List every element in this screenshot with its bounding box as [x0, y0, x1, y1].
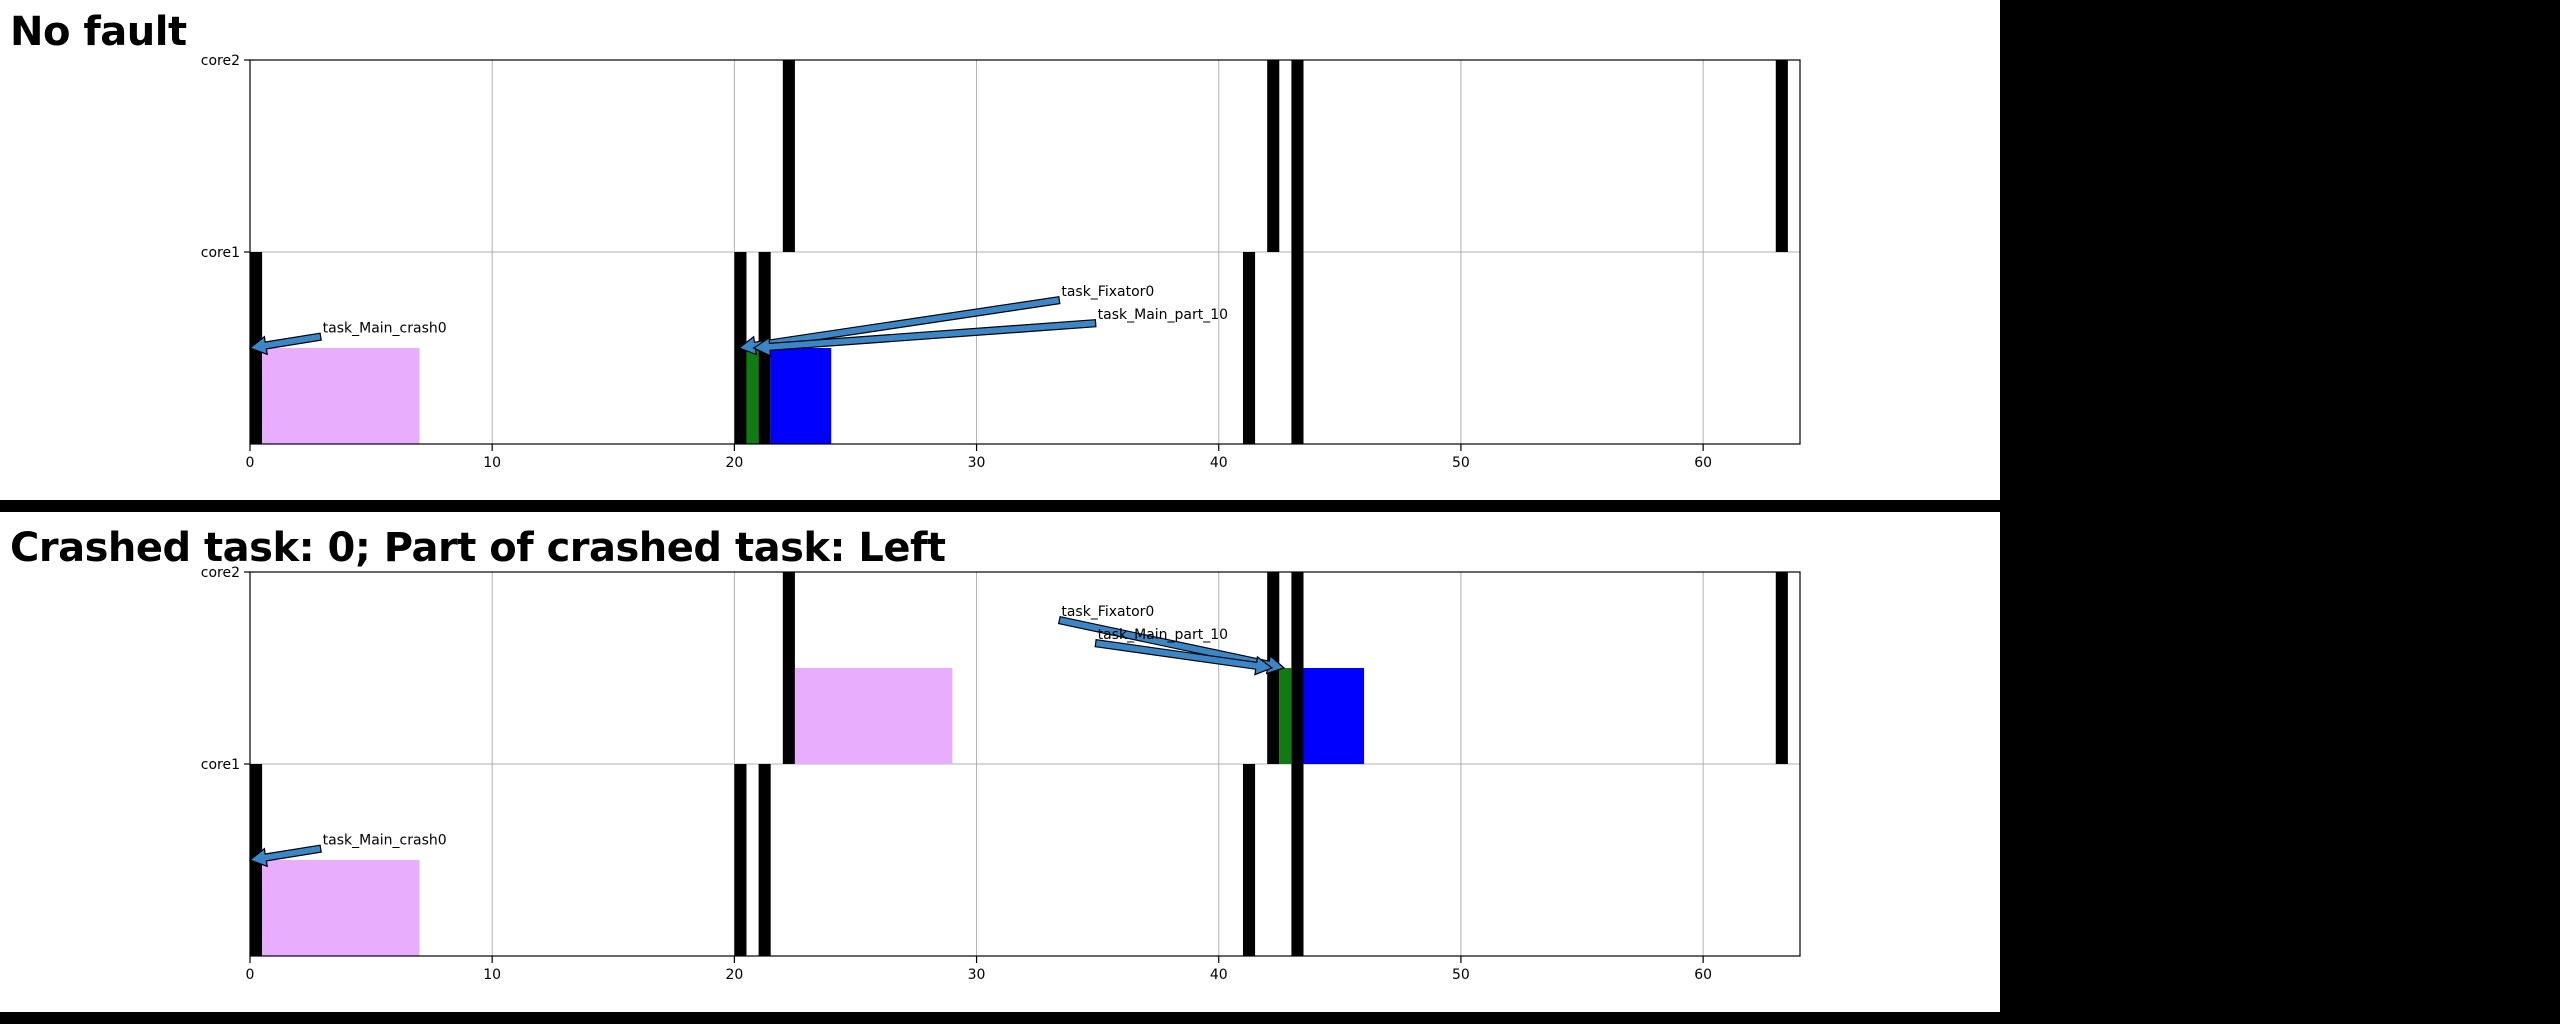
- x-tick-label: 0: [246, 455, 255, 471]
- chart-title: Crashed task: 0; Part of crashed task: L…: [10, 525, 946, 571]
- chart-title: No fault: [10, 9, 187, 55]
- task-bar: [746, 348, 759, 444]
- x-tick-label: 40: [1210, 455, 1228, 471]
- annotation-label: task_Main_part_10: [1098, 627, 1228, 643]
- annotation-label: task_Main_part_10: [1098, 307, 1228, 323]
- task-bar: [1242, 764, 1256, 956]
- x-tick-label: 60: [1694, 455, 1712, 471]
- task-bar: [782, 572, 795, 764]
- annotation-arrow: [737, 296, 1061, 356]
- gantt-plot: 0 10 20 30 40 50 60 core1 core2 task_Main_crash0 t…: [201, 53, 1801, 471]
- x-tick-label: 50: [1452, 455, 1470, 471]
- chart-panel-crashed-task: Crashed task: 0; Part of crashed task: L…: [0, 512, 2000, 1012]
- x-tick-label: 20: [725, 967, 743, 983]
- task-bar: [770, 348, 832, 444]
- task-bar: [1267, 60, 1280, 252]
- x-tick-label: 0: [246, 967, 255, 983]
- task-bar: [262, 348, 420, 444]
- plot-area: 0 10 20 30 40 50 60 core1 core2 task_Main_crash0 t…: [201, 565, 1801, 983]
- annotation-label: task_Fixator0: [1061, 284, 1154, 300]
- task-bar: [1303, 668, 1365, 764]
- task-bar: [782, 60, 795, 252]
- x-tick-label: 20: [725, 455, 743, 471]
- y-tick-label: core2: [201, 53, 240, 69]
- annotation-label: task_Main_crash0: [323, 833, 447, 849]
- annotation-arrow: [1094, 639, 1274, 676]
- task-bar: [1291, 764, 1304, 956]
- task-bar: [1291, 572, 1304, 764]
- x-tick-label: 30: [968, 455, 986, 471]
- annotation-label: task_Fixator0: [1061, 604, 1154, 620]
- annotation-arrow: [248, 844, 322, 868]
- task-bar: [1291, 252, 1304, 444]
- task-bar: [1279, 668, 1292, 764]
- x-tick-label: 40: [1210, 967, 1228, 983]
- task-bar: [758, 764, 771, 956]
- gantt-plot: 0 10 20 30 40 50 60 core1 core2 task_Main_crash0 t…: [201, 565, 1801, 983]
- x-tick-label: 10: [483, 967, 501, 983]
- task-bar: [1775, 572, 1788, 764]
- annotation-arrow: [248, 332, 322, 356]
- y-tick-label: core1: [201, 757, 240, 773]
- y-tick-label: core1: [201, 245, 240, 261]
- chart-panel-no-fault: No fault 0 10 20 30 40 50 60 core1 core2 task_Mai…: [0, 0, 2000, 500]
- x-tick-label: 10: [483, 455, 501, 471]
- x-tick-label: 60: [1694, 967, 1712, 983]
- task-bar: [1775, 60, 1788, 252]
- x-tick-label: 30: [968, 967, 986, 983]
- task-bar: [734, 764, 747, 956]
- annotation-label: task_Main_crash0: [323, 321, 447, 337]
- plot-area: 0 10 20 30 40 50 60 core1 core2 task_Main_crash0 t…: [201, 53, 1801, 471]
- annotation-arrow: [752, 319, 1097, 357]
- task-bar: [262, 860, 420, 956]
- x-tick-label: 50: [1452, 967, 1470, 983]
- y-tick-label: core2: [201, 565, 240, 581]
- task-bar: [794, 668, 953, 764]
- task-bar: [1291, 60, 1304, 252]
- task-bar: [1242, 252, 1256, 444]
